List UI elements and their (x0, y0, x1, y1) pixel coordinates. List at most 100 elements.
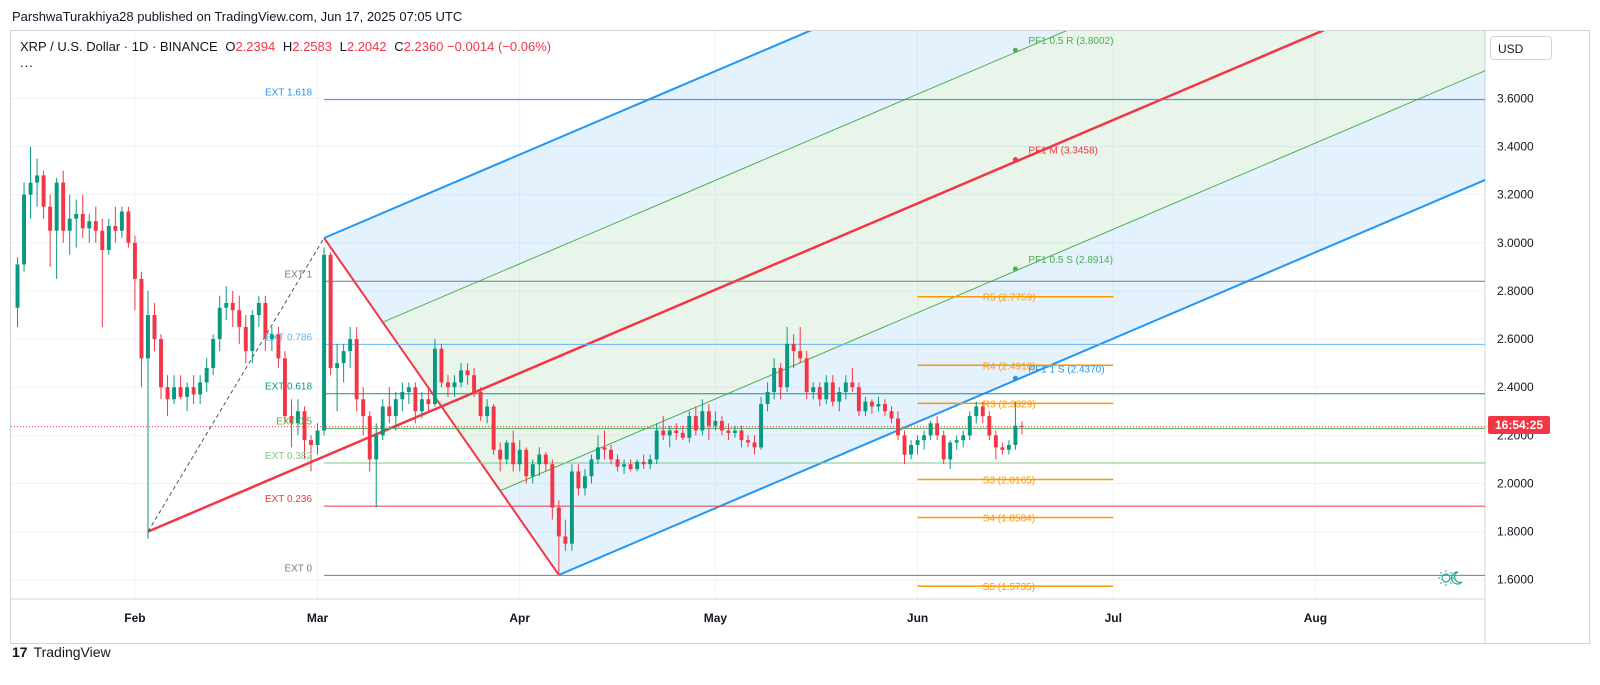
low-label: L (339, 39, 347, 54)
symbol-legend: XRP / U.S. Dollar · 1D · BINANCE O2.2394… (20, 39, 551, 54)
fib-level-label: EXT 0.786 (265, 332, 313, 343)
price-axis: 1.60001.80002.00002.20002.40002.60002.80… (1497, 91, 1534, 586)
open-label: O (225, 39, 236, 54)
candle-body (132, 242, 137, 279)
candle-body (87, 221, 92, 229)
currency-button[interactable]: USD (1490, 36, 1552, 60)
grid (11, 31, 1486, 643)
fib-level-label: EXT 0 (284, 563, 312, 574)
price-tick-label: 3.2000 (1497, 188, 1534, 202)
candle-body (243, 327, 248, 352)
time-tick-label: Aug (1304, 611, 1327, 625)
candle-body (759, 404, 764, 448)
candle-body (432, 348, 437, 405)
candle-body (204, 367, 209, 383)
candle-body (589, 459, 594, 477)
candle-body (850, 382, 855, 388)
sun-icon (1441, 573, 1451, 583)
candle-body (843, 382, 848, 393)
sun-moon-icon (1438, 570, 1463, 586)
candle-body (674, 430, 679, 433)
price-tick-label: 3.4000 (1497, 140, 1534, 154)
candle-body (706, 411, 711, 426)
candle-body (504, 442, 509, 460)
pitchfork-lower-band (500, 70, 1485, 575)
candle-body (837, 392, 842, 402)
candles (15, 146, 1024, 575)
price-tick-label: 1.8000 (1497, 525, 1534, 539)
candle-body (250, 315, 255, 352)
pitchfork-label: PF1 M (3.3458) (1028, 146, 1097, 157)
candle-body (35, 175, 40, 183)
candle-body (302, 411, 307, 441)
candle-body (602, 447, 607, 450)
candle-body (654, 430, 659, 460)
candle-body (961, 435, 966, 441)
candle-body (863, 401, 868, 412)
change-value: −0.0014 (−0.06%) (447, 39, 552, 54)
candle-body (159, 339, 163, 388)
chart-frame (10, 30, 1590, 644)
candle-body (511, 442, 516, 465)
candle-body (113, 225, 118, 231)
candle-body (693, 416, 698, 431)
fib-level-label: EXT 1 (284, 269, 312, 280)
candle-body (830, 382, 835, 402)
candle-body (465, 370, 470, 376)
footer-brand[interactable]: 17 TradingView (12, 644, 111, 660)
candle-body (869, 401, 874, 407)
candle-body (537, 454, 542, 465)
candle-body (28, 182, 33, 195)
candle-body (993, 435, 998, 448)
candle-body (648, 459, 653, 465)
candle-body (739, 430, 744, 441)
pivot-level-label: S5 (1.5735) (983, 582, 1035, 593)
price-tick-label: 3.6000 (1497, 91, 1534, 105)
time-tick-label: Apr (509, 611, 530, 625)
candle-body (517, 449, 522, 465)
time-tick-label: Jun (907, 611, 928, 625)
pitchfork-label: PF1 0.5 R (3.8002) (1028, 36, 1113, 47)
pitchfork-half-resistance-line (382, 31, 1067, 323)
candle-body (67, 218, 72, 231)
candle-body (752, 442, 757, 448)
candle-body (954, 440, 959, 443)
fib-level-label: EXT 1.618 (265, 88, 313, 99)
high-value: 2.2583 (292, 39, 332, 54)
candle-body (472, 375, 477, 393)
pitchfork-upper-line (323, 31, 813, 239)
candle-body (400, 392, 405, 400)
candle-body (387, 406, 392, 417)
candle-body (269, 334, 274, 340)
candle-body (498, 449, 503, 460)
time-tick-label: Feb (124, 611, 145, 625)
pitchfork-lower-line (558, 178, 1485, 576)
candle-body (119, 211, 124, 231)
symbol-title[interactable]: XRP / U.S. Dollar · 1D · BINANCE (20, 39, 218, 54)
candle-body (883, 404, 887, 412)
countdown-badge: 16:54:25 (1488, 416, 1550, 434)
candle-body (361, 399, 366, 417)
sun-ray (1449, 571, 1453, 575)
candle-body (93, 221, 98, 231)
candle-body (178, 387, 183, 397)
candle-body (393, 399, 398, 417)
candle-body (172, 387, 177, 400)
candle-body (661, 430, 666, 436)
pivot-level-label: S3 (2.0165) (983, 476, 1035, 487)
candle-body (791, 343, 796, 352)
candle-body (974, 406, 979, 417)
candle-body (165, 387, 170, 400)
candle-body (309, 440, 313, 445)
pivot-level-label: R5 (2.7759) (983, 293, 1036, 304)
brand-name: TradingView (33, 644, 111, 660)
candle-body (817, 387, 822, 400)
legend-more-button[interactable]: ... (20, 55, 34, 70)
price-tick-label: 3.0000 (1497, 236, 1534, 250)
candle-body (582, 476, 587, 489)
time-tick-label: Mar (307, 611, 329, 625)
candle-body (22, 194, 27, 265)
drawings (11, 31, 1485, 587)
candle-body (1006, 444, 1011, 450)
